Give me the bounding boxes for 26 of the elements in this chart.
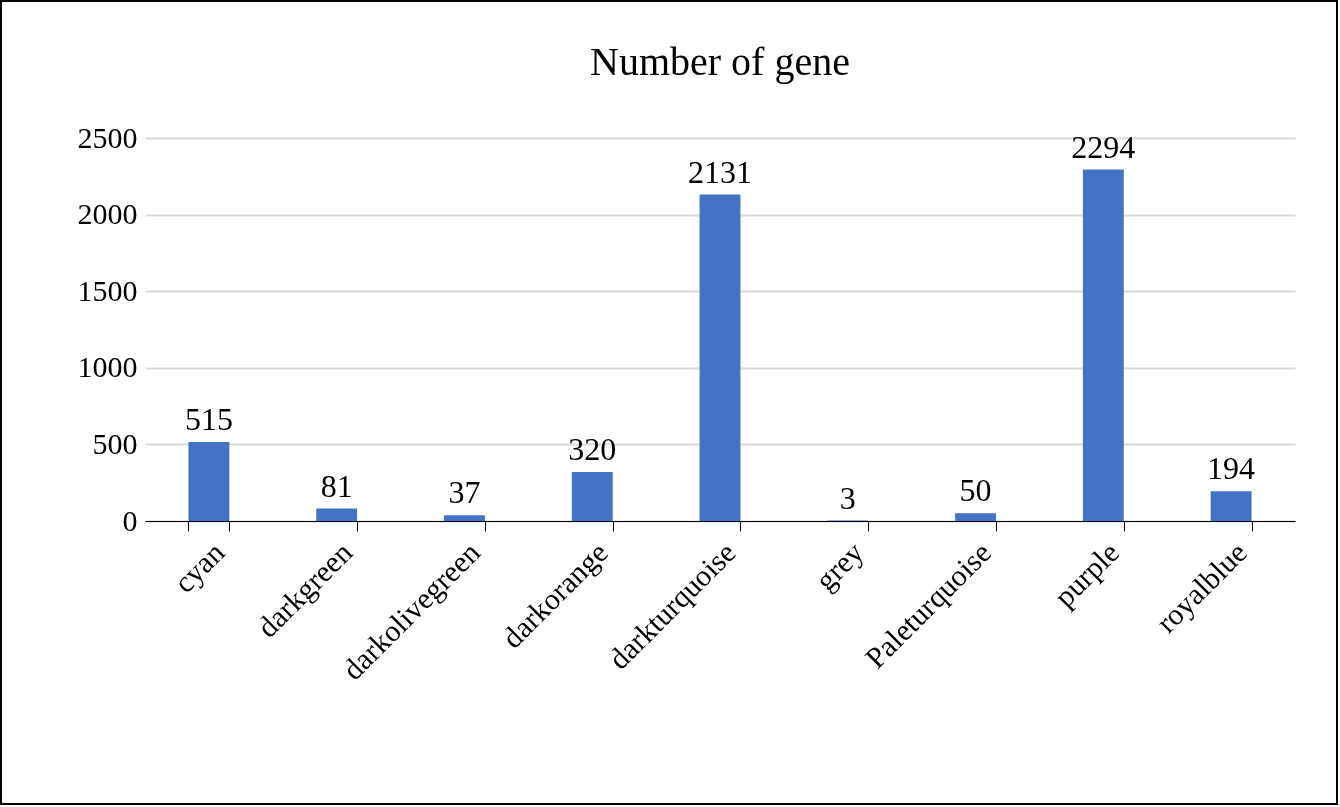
y-tick-label: 0: [122, 503, 138, 537]
x-tick-label: grey: [808, 535, 870, 597]
bar: [188, 442, 230, 521]
bar: [316, 508, 358, 521]
data-label: 515: [184, 401, 233, 438]
data-label: 50: [959, 472, 992, 509]
data-label: 81: [320, 467, 353, 504]
bar: [1082, 169, 1124, 521]
data-label: 2294: [1071, 128, 1136, 165]
bar: [444, 515, 485, 521]
data-label: 3: [839, 479, 856, 516]
data-label: 194: [1207, 450, 1256, 487]
y-tick-label: 500: [92, 426, 138, 460]
y-tick-label: 1000: [77, 350, 138, 384]
bar: [1210, 491, 1252, 521]
x-tick-label: cyan: [167, 535, 231, 599]
data-label: 320: [568, 430, 617, 467]
bar: [699, 194, 741, 521]
bar: [955, 513, 996, 521]
y-tick-label: 2000: [77, 197, 138, 231]
y-tick-label: 1500: [77, 273, 138, 307]
data-label: 2131: [688, 153, 752, 190]
y-tick-label: 2500: [77, 120, 138, 154]
bar: [571, 471, 613, 521]
data-label: 37: [448, 474, 481, 511]
chart-title: Number of gene: [590, 39, 850, 84]
